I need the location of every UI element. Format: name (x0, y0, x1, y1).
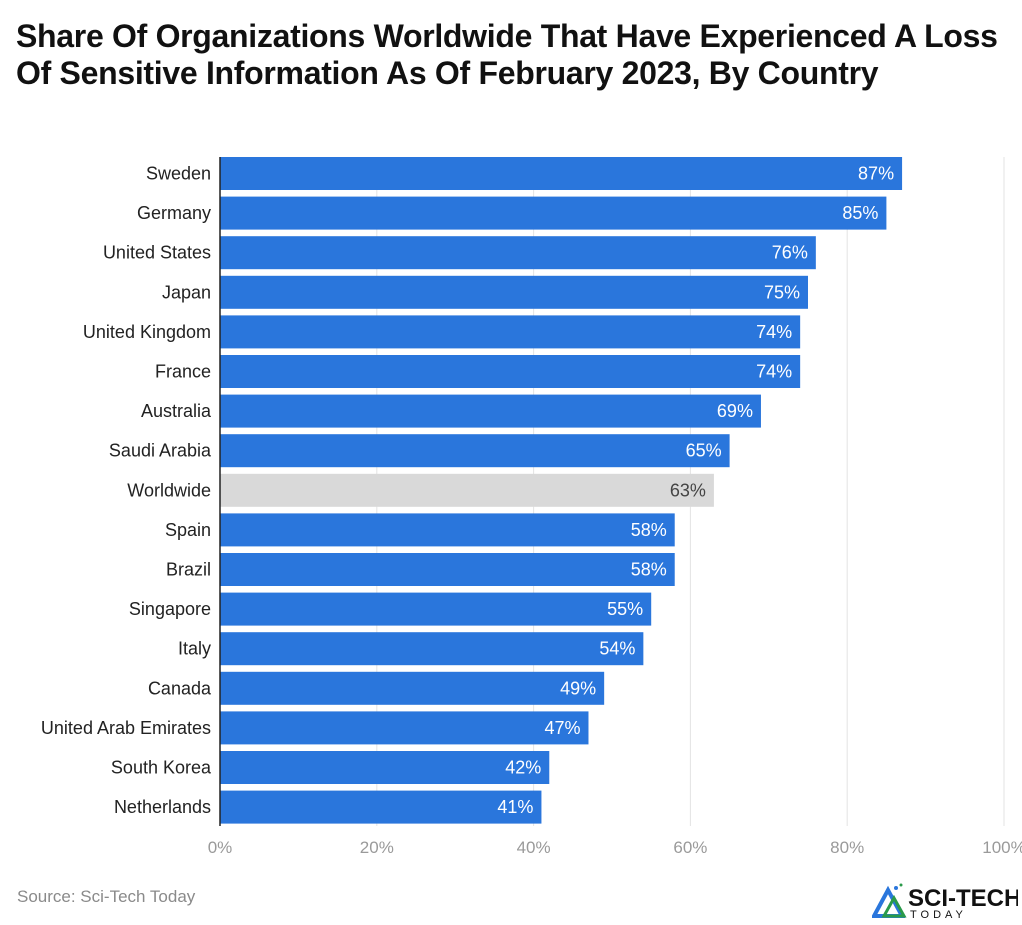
bar (220, 711, 589, 745)
data-label: 85% (842, 203, 878, 223)
category-label: South Korea (111, 758, 212, 778)
data-label: 76% (772, 243, 808, 263)
data-label: 69% (717, 401, 753, 421)
bar (220, 790, 542, 824)
category-label: Netherlands (114, 797, 211, 817)
bar (220, 592, 652, 626)
data-label: 74% (756, 362, 792, 382)
category-label: Canada (148, 678, 212, 698)
bar (220, 196, 887, 230)
x-tick-label: 0% (208, 838, 233, 857)
source-note: Source: Sci-Tech Today (17, 887, 196, 906)
bar (220, 434, 730, 468)
x-tick-label: 80% (830, 838, 864, 857)
category-label: France (155, 362, 211, 382)
bar (220, 671, 605, 705)
data-label: 41% (497, 797, 533, 817)
x-tick-label: 60% (673, 838, 707, 857)
bar (220, 751, 550, 784)
data-label: 75% (764, 282, 800, 302)
data-label: 47% (544, 718, 580, 738)
bar (220, 553, 675, 586)
category-label: Worldwide (127, 480, 211, 500)
bar (220, 473, 714, 507)
x-tick-label: 20% (360, 838, 394, 857)
category-label: Saudi Arabia (109, 441, 212, 461)
category-label: Italy (178, 639, 211, 659)
data-label: 63% (670, 480, 706, 500)
bar-chart: 0% 20% 40% 60% 80% 100% Sweden 87% Germany 85% Uni… (41, 157, 1022, 857)
bar (220, 157, 903, 190)
data-label: 49% (560, 678, 596, 698)
chart-title: Share Of Organizations Worldwide That Ha… (16, 18, 998, 91)
svg-text:TODAY: TODAY (910, 909, 967, 920)
data-label: 55% (607, 599, 643, 619)
bar (220, 355, 801, 388)
data-label: 58% (631, 520, 667, 540)
category-label: Brazil (166, 560, 211, 580)
data-label: 42% (505, 758, 541, 778)
svg-text:SCI-TECH: SCI-TECH (908, 885, 1018, 912)
category-label: Germany (137, 203, 211, 223)
category-label: United States (103, 243, 211, 263)
data-label: 65% (686, 441, 722, 461)
bar (220, 513, 675, 547)
bar (220, 632, 644, 666)
data-label: 74% (756, 322, 792, 342)
category-label: Sweden (146, 164, 211, 184)
category-label: Spain (165, 520, 211, 540)
x-tick-label: 40% (517, 838, 551, 857)
category-label: Singapore (129, 599, 211, 619)
data-label: 58% (631, 560, 667, 580)
category-label: Australia (141, 401, 212, 421)
sci-tech-today-logo: SCI-TECH TODAY (872, 883, 1018, 920)
category-label: United Kingdom (83, 322, 211, 342)
bar (220, 315, 801, 349)
data-label: 54% (599, 639, 635, 659)
bar (220, 236, 816, 270)
x-tick-label: 100% (982, 838, 1022, 857)
bar (220, 394, 761, 428)
data-label: 87% (858, 164, 894, 184)
category-label: United Arab Emirates (41, 718, 211, 738)
category-label: Japan (162, 282, 211, 302)
bar (220, 275, 808, 309)
